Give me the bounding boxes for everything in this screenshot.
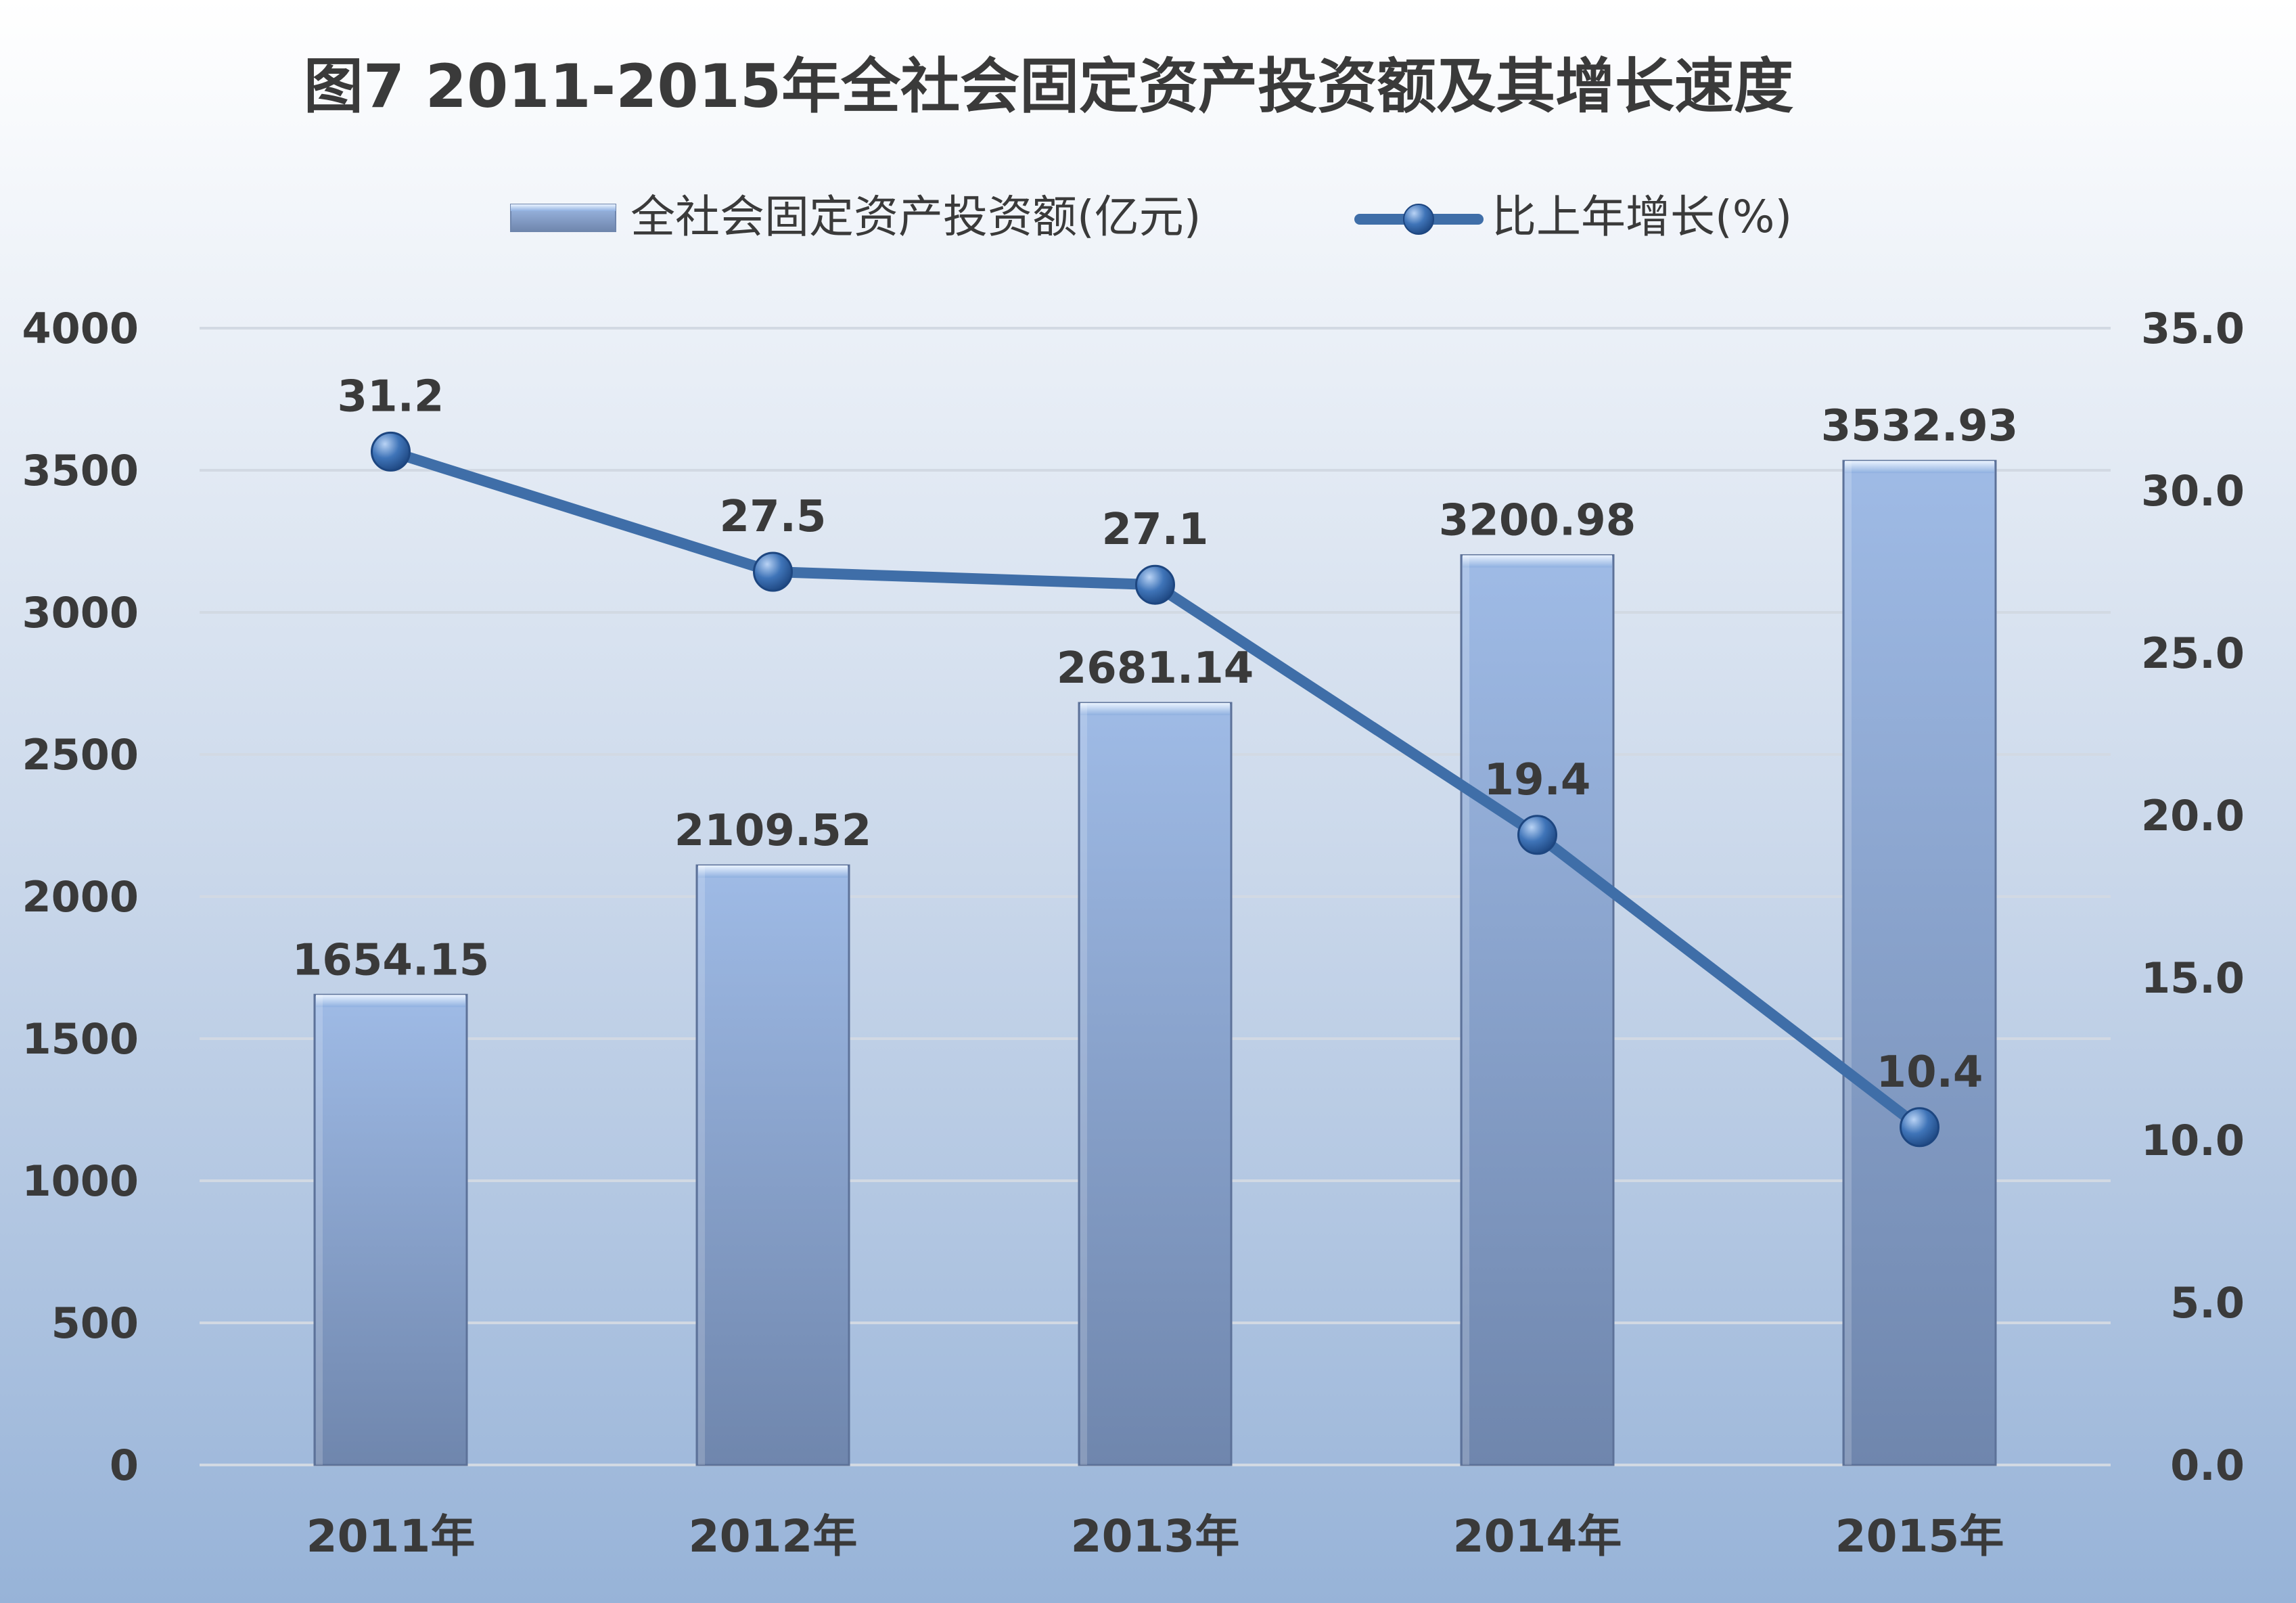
bar-highlight [1845,461,1852,1465]
legend-label-line: 比上年增长(%) [1492,191,1792,243]
bar-highlight [698,865,705,1465]
bar-cap [1845,461,1994,474]
bar-cap [316,995,465,1008]
bar-cap [1463,555,1612,568]
bar-data-label: 2681.14 [1057,644,1254,694]
y-right-tick-label: 35.0 [2141,304,2245,353]
legend-item-bar: 全社会固定资产投资额(亿元) [510,191,1201,243]
bar-data-label: 3200.98 [1439,496,1636,546]
x-tick-label: 2011年 [306,1510,476,1562]
bar-highlight [1463,555,1469,1465]
line-marker [371,431,411,472]
y-right-tick-label: 10.0 [2141,1116,2245,1165]
bar [1460,554,1615,1466]
legend-bar-swatch-cap [511,204,616,211]
y-left-tick-label: 3500 [22,446,139,495]
y-left-tick-label: 0 [110,1441,139,1490]
bar [1842,459,1997,1466]
y-left-tick-label: 4000 [22,304,139,353]
x-tick-label: 2013年 [1071,1510,1240,1562]
y-left-tick-label: 500 [51,1299,139,1348]
bar [1078,702,1233,1466]
legend: 全社会固定资产投资额(亿元) 比上年增长(%) [510,191,1792,243]
line-data-label: 31.2 [338,371,444,422]
line-data-label: 10.4 [1877,1047,1983,1098]
legend-label-bar: 全社会固定资产投资额(亿元) [630,191,1201,243]
line-marker [753,551,793,592]
y-right-tick-label: 5.0 [2170,1278,2245,1328]
line-data-label: 27.5 [720,492,827,542]
bar-cap [698,865,848,878]
y-left-tick-label: 2000 [22,872,139,922]
y-left-tick-label: 1000 [22,1156,139,1206]
bar [313,993,468,1466]
x-tick-label: 2012年 [689,1510,858,1562]
y-axis-left: 0 500 1000 1500 2000 2500 3000 3500 4000 [22,304,139,1490]
x-tick-label: 2015年 [1835,1510,2004,1562]
bar-data-label: 1654.15 [292,935,490,985]
x-axis: 2011年 2012年 2013年 2014年 2015年 [306,1510,2004,1562]
y-right-tick-label: 15.0 [2141,953,2245,1003]
line-data-labels: 31.2 27.5 27.1 19.4 10.4 [338,371,1983,1097]
chart-title: 图7 2011-2015年全社会固定资产投资额及其增长速度 [304,51,1793,121]
line-marker [1900,1107,1939,1148]
bar-highlight [1080,702,1087,1465]
y-right-tick-label: 20.0 [2141,791,2245,840]
line-data-label: 19.4 [1484,755,1591,805]
y-axis-right: 0.0 5.0 10.0 15.0 20.0 25.0 30.0 35.0 [2141,304,2245,1490]
bar-data-label: 2109.52 [674,806,872,856]
bar-highlight [316,995,323,1465]
y-right-tick-label: 0.0 [2170,1441,2245,1490]
legend-item-line: 比上年增长(%) [1354,191,1792,243]
x-tick-label: 2014年 [1453,1510,1622,1562]
legend-line-marker [1403,204,1434,235]
line-marker [1135,564,1175,605]
y-right-tick-label: 25.0 [2141,629,2245,678]
y-left-tick-label: 1500 [22,1014,139,1064]
y-right-tick-label: 30.0 [2141,466,2245,516]
line-series [371,431,1939,1148]
bar-series [313,459,1997,1466]
line-data-label: 27.1 [1102,505,1209,555]
bar [695,864,850,1466]
y-left-tick-label: 3000 [22,588,139,637]
bar-data-label: 3532.93 [1821,401,2019,451]
bar-cap [1080,702,1230,715]
bar-data-labels: 1654.15 2109.52 2681.14 3200.98 3532.93 [292,401,2019,985]
y-left-tick-label: 2500 [22,730,139,780]
line-marker [1517,815,1557,855]
